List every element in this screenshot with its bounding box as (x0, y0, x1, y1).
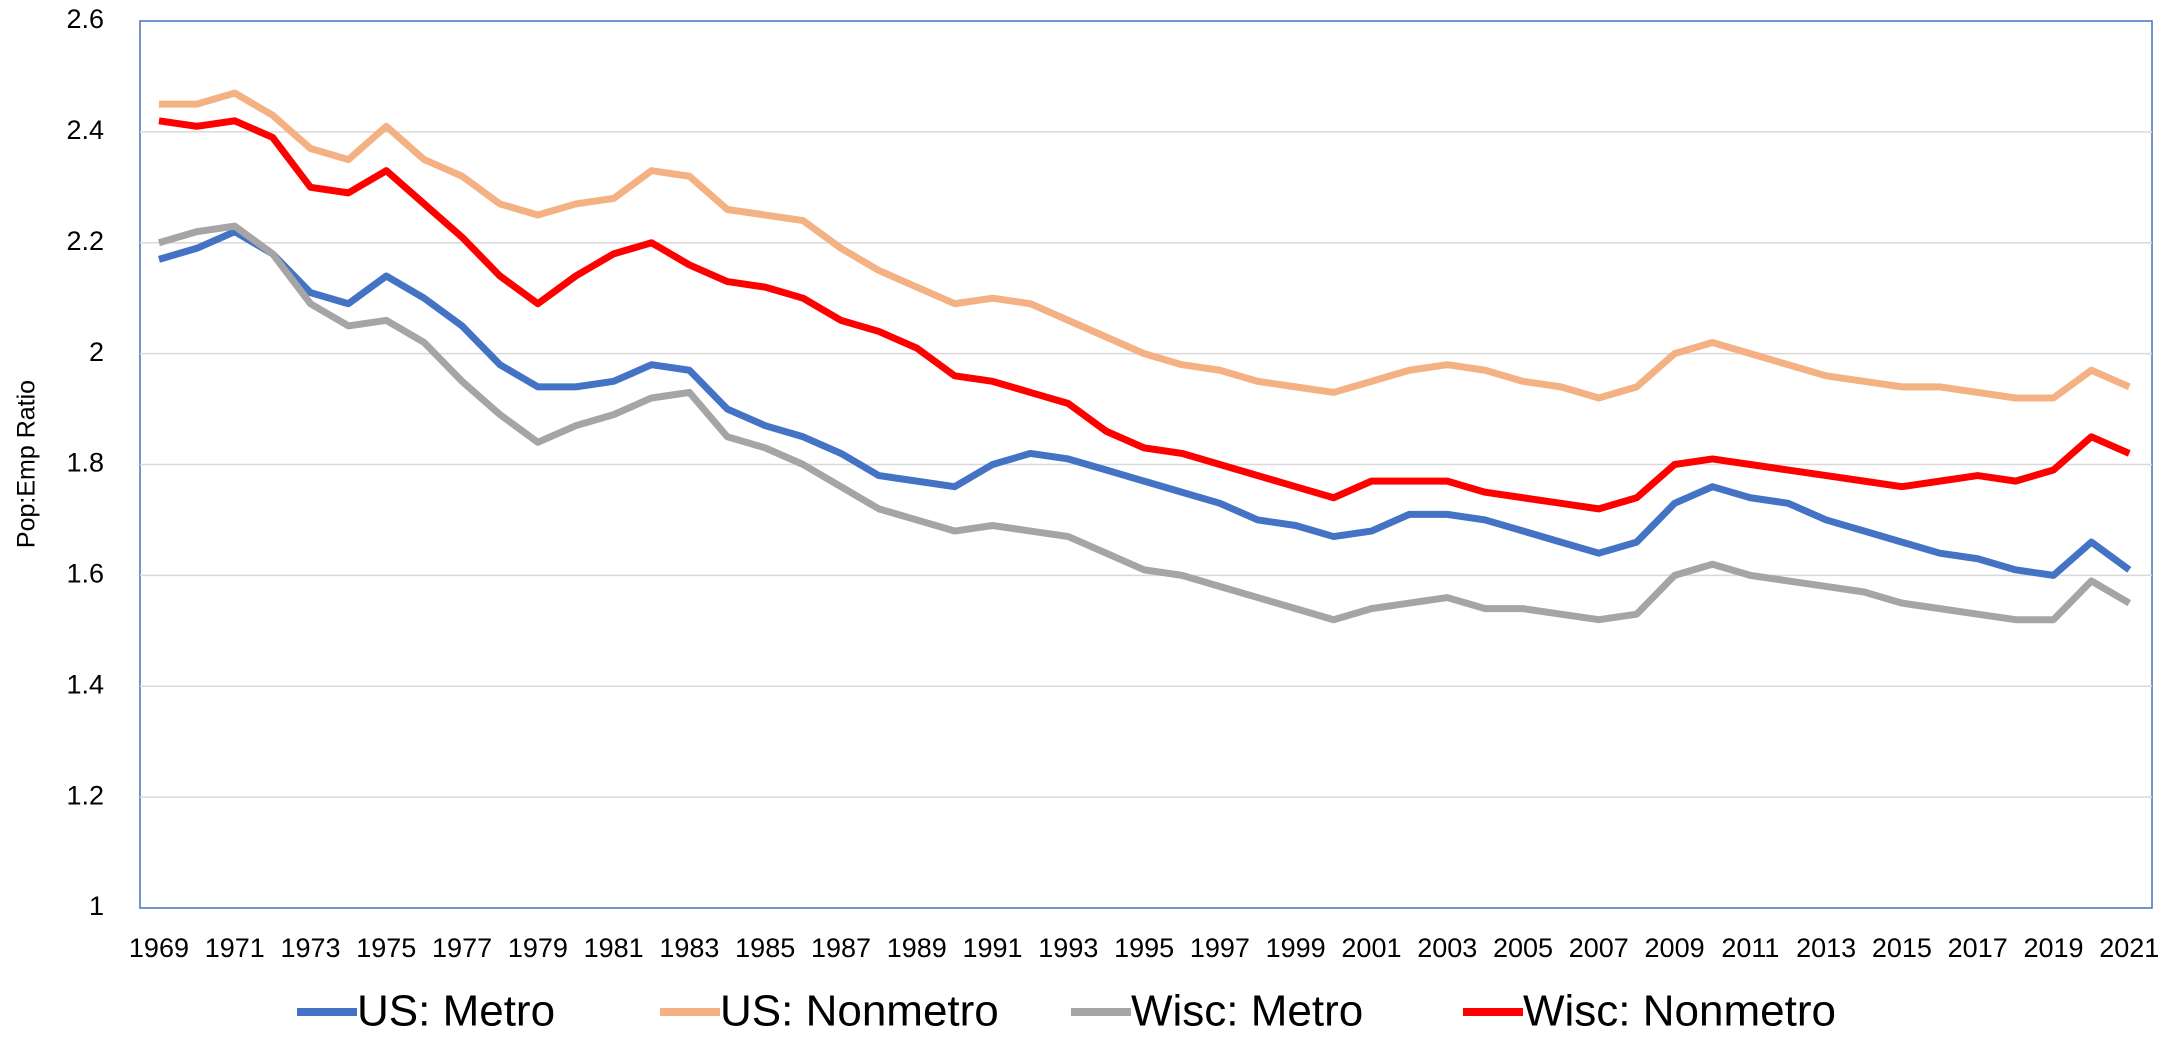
x-tick-label: 1983 (659, 933, 719, 963)
y-tick-label: 2 (89, 337, 104, 367)
x-tick-label: 1975 (356, 933, 416, 963)
x-tick-label: 1989 (887, 933, 947, 963)
x-tick-label: 2011 (1721, 933, 1779, 963)
x-tick-label: 1973 (280, 933, 340, 963)
x-tick-label: 2009 (1645, 933, 1705, 963)
x-tick-label: 1997 (1190, 933, 1250, 963)
legend-label: US: Metro (357, 987, 555, 1036)
x-tick-label: 1985 (735, 933, 795, 963)
y-tick-label: 1.8 (66, 448, 104, 478)
x-tick-label: 2007 (1569, 933, 1629, 963)
x-tick-label: 2001 (1341, 933, 1401, 963)
series-line (158, 89, 2131, 402)
x-tick-label: 1979 (508, 933, 568, 963)
y-tick-label: 1 (89, 891, 104, 921)
x-tick-label: 1981 (584, 933, 644, 963)
x-tick-label: 2017 (1948, 933, 2008, 963)
x-tick-label: 1971 (205, 933, 265, 963)
x-tick-label: 1999 (1266, 933, 1326, 963)
x-tick-label: 1969 (129, 933, 189, 963)
y-tick-label: 2.4 (66, 115, 104, 145)
y-tick-label: 1.2 (66, 780, 104, 810)
y-tick-label: 1.6 (66, 559, 104, 589)
legend-label: US: Nonmetro (720, 987, 999, 1036)
x-tick-label: 2021 (2099, 933, 2159, 963)
x-tick-label: 2003 (1417, 933, 1477, 963)
legend-label: Wisc: Metro (1131, 987, 1363, 1036)
x-tick-label: 2013 (1796, 933, 1856, 963)
x-tick-label: 2019 (2023, 933, 2083, 963)
x-tick-label: 1977 (432, 933, 492, 963)
series-line (158, 117, 2131, 513)
x-tick-label: 2005 (1493, 933, 1553, 963)
x-tick-label: 1987 (811, 933, 871, 963)
y-tick-label: 2.6 (66, 4, 104, 34)
legend-label: Wisc: Nonmetro (1523, 987, 1836, 1036)
x-tick-label: 1993 (1038, 933, 1098, 963)
x-tick-label: 2015 (1872, 933, 1932, 963)
y-tick-label: 2.2 (66, 226, 104, 256)
y-axis-title: Pop:Emp Ratio (13, 380, 41, 548)
y-tick-label: 1.4 (66, 669, 104, 699)
x-tick-label: 1991 (963, 933, 1023, 963)
x-tick-label: 1995 (1114, 933, 1174, 963)
series-line (157, 222, 2132, 624)
series-line (157, 228, 2132, 579)
